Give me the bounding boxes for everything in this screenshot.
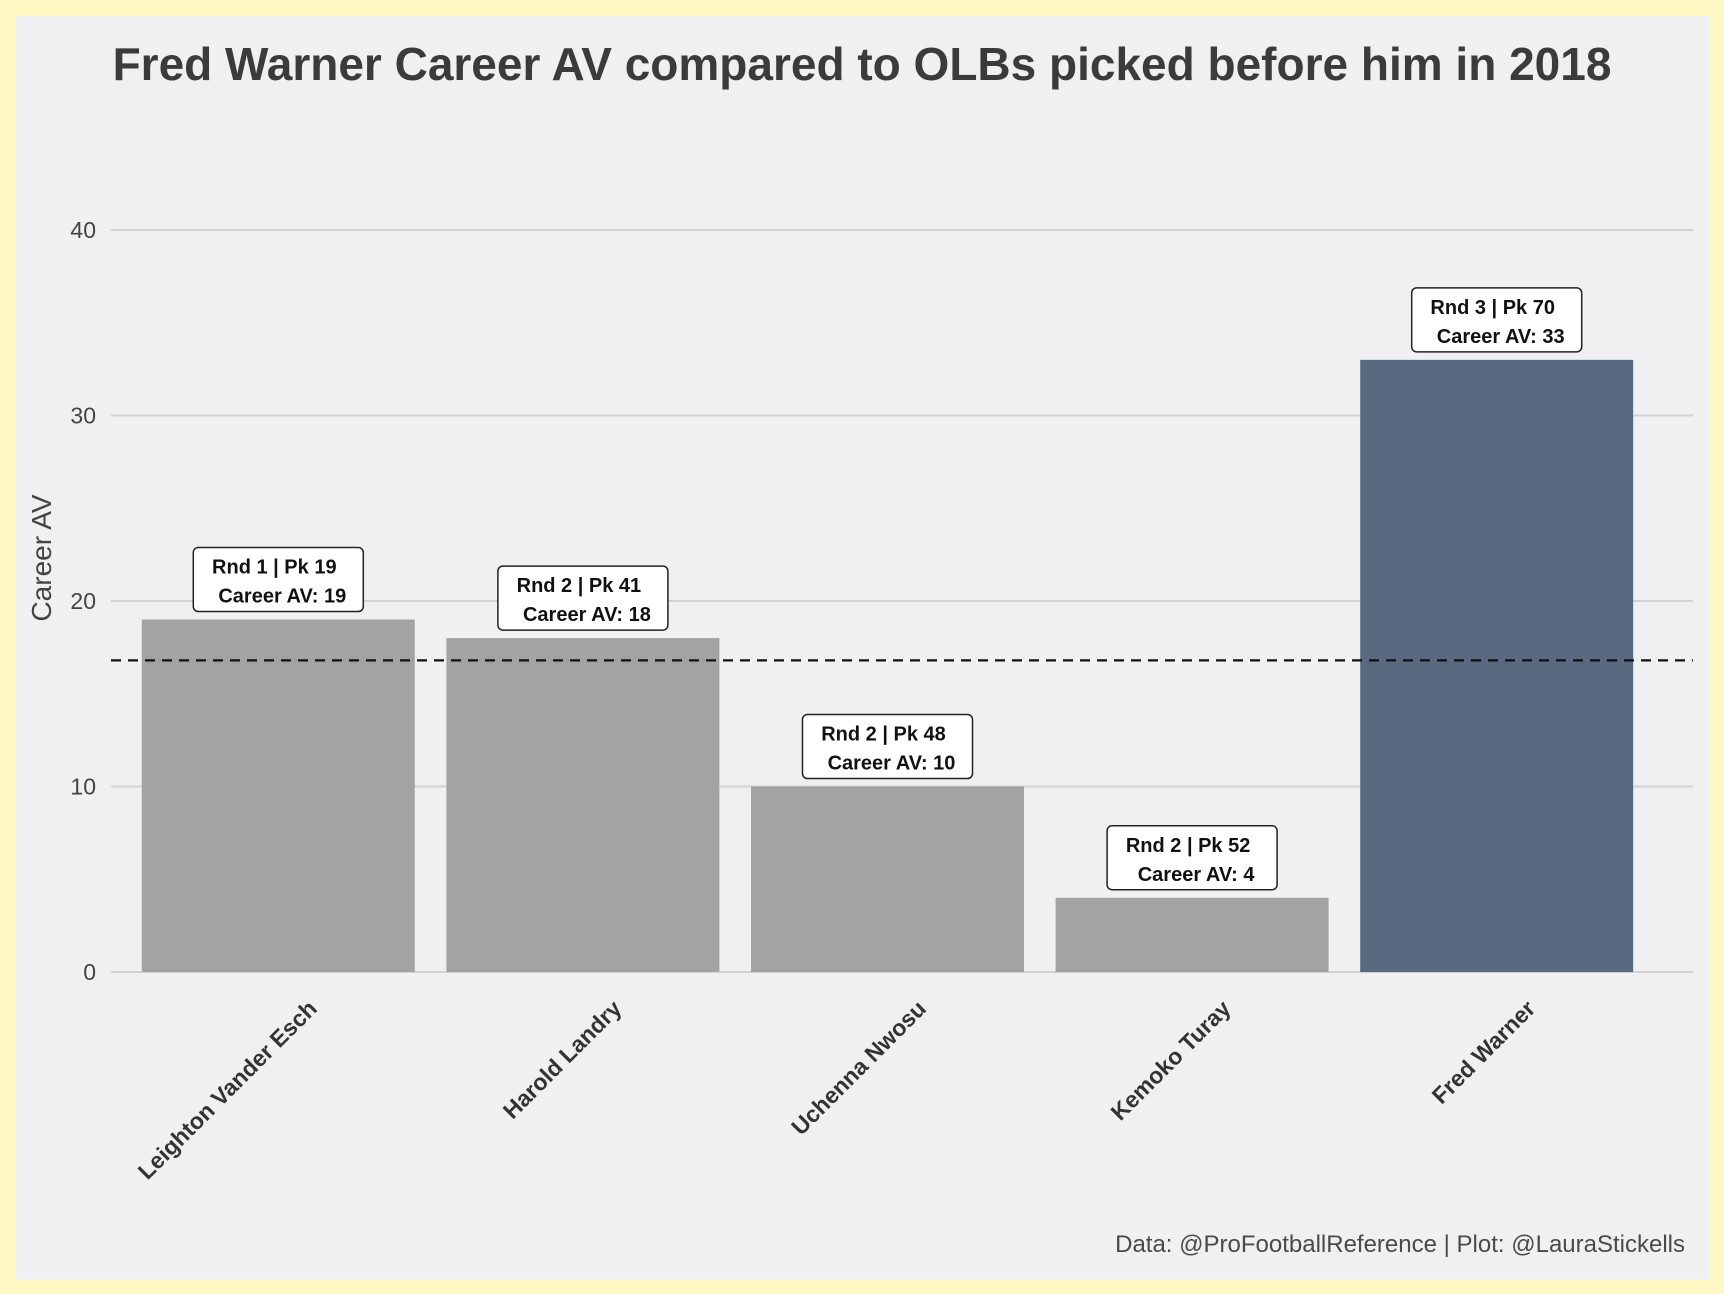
y-tick-label: 0 bbox=[83, 959, 96, 985]
bar bbox=[1055, 897, 1329, 972]
label-round-pick: Rnd 2 | Pk 48 bbox=[821, 724, 946, 746]
x-tick-label: Fred Warner bbox=[1427, 995, 1541, 1109]
y-tick-label: 20 bbox=[70, 588, 96, 614]
label-career-av: Career AV: 10 bbox=[828, 753, 956, 775]
y-tick-label: 40 bbox=[70, 217, 96, 243]
bar-data-label: Rnd 3 | Pk 70 Career AV: 33 bbox=[1410, 287, 1583, 353]
label-career-av: Career AV: 4 bbox=[1138, 864, 1256, 886]
x-tick-label: Kemoko Turay bbox=[1105, 995, 1235, 1125]
bar bbox=[141, 619, 415, 972]
bar bbox=[446, 638, 720, 972]
x-tick-label: Uchenna Nwosu bbox=[786, 995, 931, 1140]
bar bbox=[751, 786, 1024, 972]
label-box bbox=[801, 713, 974, 780]
chart-caption: Data: @ProFootballReference | Plot: @Lau… bbox=[1115, 1231, 1685, 1258]
chart-title: Fred Warner Career AV compared to OLBs p… bbox=[112, 38, 1612, 90]
label-box bbox=[1410, 287, 1583, 353]
label-box bbox=[497, 565, 669, 631]
label-round-pick: Rnd 3 | Pk 70 bbox=[1430, 297, 1555, 319]
bar-data-label: Rnd 2 | Pk 48 Career AV: 10 bbox=[801, 713, 974, 780]
bars bbox=[141, 359, 1634, 973]
plot-area: 0 10 20 30 40 Career AV Rnd 1 | Pk 19 Career … bbox=[26, 217, 1693, 1184]
label-round-pick: Rnd 2 | Pk 52 bbox=[1126, 835, 1251, 857]
label-round-pick: Rnd 2 | Pk 41 bbox=[517, 575, 642, 597]
x-axis-ticks: Leighton Vander Esch Harold Landry Uchenna… bbox=[133, 995, 1541, 1184]
bar bbox=[1360, 359, 1634, 973]
label-box bbox=[1106, 825, 1278, 891]
y-axis-ticks: 0 10 20 30 40 bbox=[70, 217, 96, 985]
bar-data-label: Rnd 1 | Pk 19 Career AV: 19 bbox=[192, 546, 365, 613]
label-box bbox=[192, 546, 365, 613]
label-career-av: Career AV: 18 bbox=[523, 604, 651, 626]
y-tick-label: 30 bbox=[70, 403, 96, 429]
chart-frame: Fred Warner Career AV compared to OLBs p… bbox=[15, 15, 1709, 1279]
label-round-pick: Rnd 1 | Pk 19 bbox=[212, 557, 337, 579]
bar-data-label: Rnd 2 | Pk 41 Career AV: 18 bbox=[497, 565, 669, 631]
x-tick-label: Leighton Vander Esch bbox=[133, 995, 322, 1184]
label-career-av: Career AV: 19 bbox=[218, 586, 346, 608]
bar-labels: Rnd 1 | Pk 19 Career AV: 19 Rnd 2 | Pk 41 C… bbox=[192, 287, 1583, 891]
y-tick-label: 10 bbox=[70, 774, 96, 800]
y-axis-label: Career AV bbox=[26, 494, 57, 621]
x-tick-label: Harold Landry bbox=[498, 995, 627, 1124]
bar-data-label: Rnd 2 | Pk 52 Career AV: 4 bbox=[1106, 825, 1278, 891]
label-career-av: Career AV: 33 bbox=[1437, 326, 1565, 348]
